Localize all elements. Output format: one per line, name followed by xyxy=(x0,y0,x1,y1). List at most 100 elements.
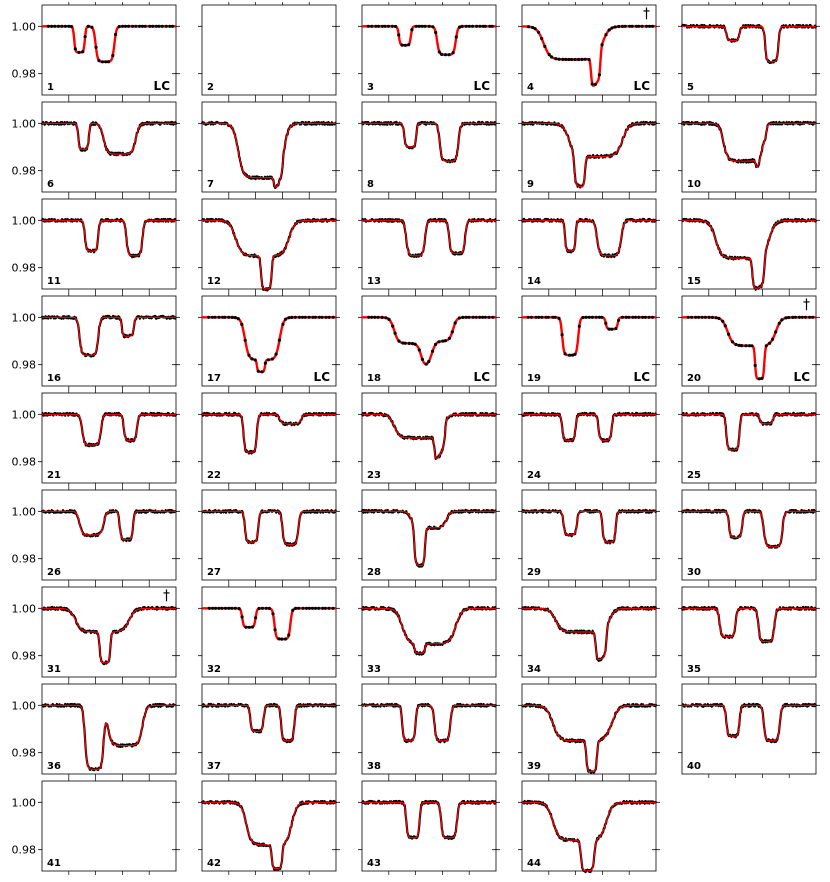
data-point xyxy=(650,24,655,28)
data-point xyxy=(757,377,761,381)
data-point xyxy=(627,315,631,319)
data-point xyxy=(207,315,211,319)
data-point xyxy=(747,344,752,348)
data-point xyxy=(464,315,468,319)
data-point xyxy=(317,606,321,610)
data-point xyxy=(221,315,225,319)
panel-29: 29 xyxy=(518,487,660,584)
panel-number: 37 xyxy=(207,761,221,772)
panel-frame xyxy=(681,392,817,484)
data-point xyxy=(427,24,431,28)
data-point xyxy=(374,24,378,28)
data-point xyxy=(240,322,244,326)
data-point xyxy=(644,24,649,28)
data-point xyxy=(154,24,158,28)
panel-number: 23 xyxy=(367,470,381,481)
data-point xyxy=(544,315,548,319)
data-point xyxy=(157,24,161,28)
data-point xyxy=(160,24,164,28)
data-point xyxy=(400,43,404,47)
data-point xyxy=(53,24,57,28)
data-point xyxy=(594,315,598,319)
data-point xyxy=(723,324,727,328)
data-point xyxy=(581,315,585,320)
y-tick-label: 1.00 xyxy=(12,214,37,227)
panel-33: 33 xyxy=(358,584,500,681)
panel-number: 21 xyxy=(47,470,61,481)
model-curve xyxy=(682,122,816,168)
data-point xyxy=(620,315,625,319)
data-point xyxy=(753,363,757,368)
panel-36: 1.00 0.98 36 xyxy=(12,681,180,778)
data-point xyxy=(230,606,234,610)
data-point xyxy=(367,315,371,319)
data-point xyxy=(83,35,87,39)
data-point xyxy=(483,24,487,28)
data-point xyxy=(604,321,608,325)
y-tick-label: 0.98 xyxy=(12,650,37,663)
data-point xyxy=(617,24,621,29)
data-point xyxy=(170,24,175,28)
data-point xyxy=(273,628,277,632)
panel-number: 10 xyxy=(687,179,701,190)
data-point xyxy=(300,315,305,319)
data-point xyxy=(573,352,577,356)
data-point xyxy=(90,25,94,29)
panel-number: 29 xyxy=(527,567,541,578)
data-point xyxy=(543,44,547,49)
panel-frame xyxy=(41,101,177,193)
panel-13: 13 xyxy=(358,196,500,293)
dagger-marker: † xyxy=(643,6,650,22)
data-point xyxy=(471,315,475,319)
model-curve xyxy=(362,122,496,162)
panel-frame xyxy=(41,4,177,96)
data-point xyxy=(311,315,315,319)
panel-frame xyxy=(41,198,177,290)
data-point xyxy=(475,24,479,28)
data-point xyxy=(423,24,427,28)
data-point xyxy=(417,348,421,352)
data-point xyxy=(553,315,557,319)
panel-number: 20 xyxy=(687,373,701,384)
data-point xyxy=(740,344,744,348)
data-point xyxy=(266,358,270,362)
panel-12: 12 xyxy=(198,196,340,293)
data-point xyxy=(443,339,447,343)
data-point xyxy=(633,315,638,319)
panel-41: 1.00 0.98 41 xyxy=(12,778,180,875)
data-point xyxy=(447,336,451,340)
data-point xyxy=(380,315,384,319)
data-point xyxy=(420,24,424,28)
data-point xyxy=(127,24,131,28)
y-tick-label: 0.98 xyxy=(12,553,37,566)
data-point xyxy=(223,606,228,610)
data-point xyxy=(373,315,377,319)
data-point xyxy=(434,342,438,346)
data-point xyxy=(431,25,435,29)
panel-number: 2 xyxy=(207,82,214,93)
data-point xyxy=(411,342,415,346)
panel-14: 14 xyxy=(518,196,660,293)
panel-number: 22 xyxy=(207,470,221,481)
panel-number: 14 xyxy=(527,276,541,287)
panel-35: 35 xyxy=(678,584,820,681)
data-point xyxy=(386,24,391,28)
data-point xyxy=(650,315,655,319)
panel-frame xyxy=(521,198,657,290)
model-curve xyxy=(682,704,816,742)
panel-tag: LC xyxy=(314,370,331,384)
data-point xyxy=(277,338,281,342)
data-point xyxy=(274,352,278,356)
data-point xyxy=(114,32,118,37)
panel-number: 30 xyxy=(687,567,701,578)
panel-frame xyxy=(201,392,337,484)
data-point xyxy=(164,24,168,28)
data-point xyxy=(487,315,491,319)
data-point xyxy=(531,25,535,30)
data-point xyxy=(540,315,544,319)
panel-number: 35 xyxy=(687,664,701,675)
panel-28: 28 xyxy=(358,487,500,584)
panel-44: 44 xyxy=(518,778,660,875)
data-point xyxy=(478,315,482,319)
panel-tag: LC xyxy=(634,79,651,93)
